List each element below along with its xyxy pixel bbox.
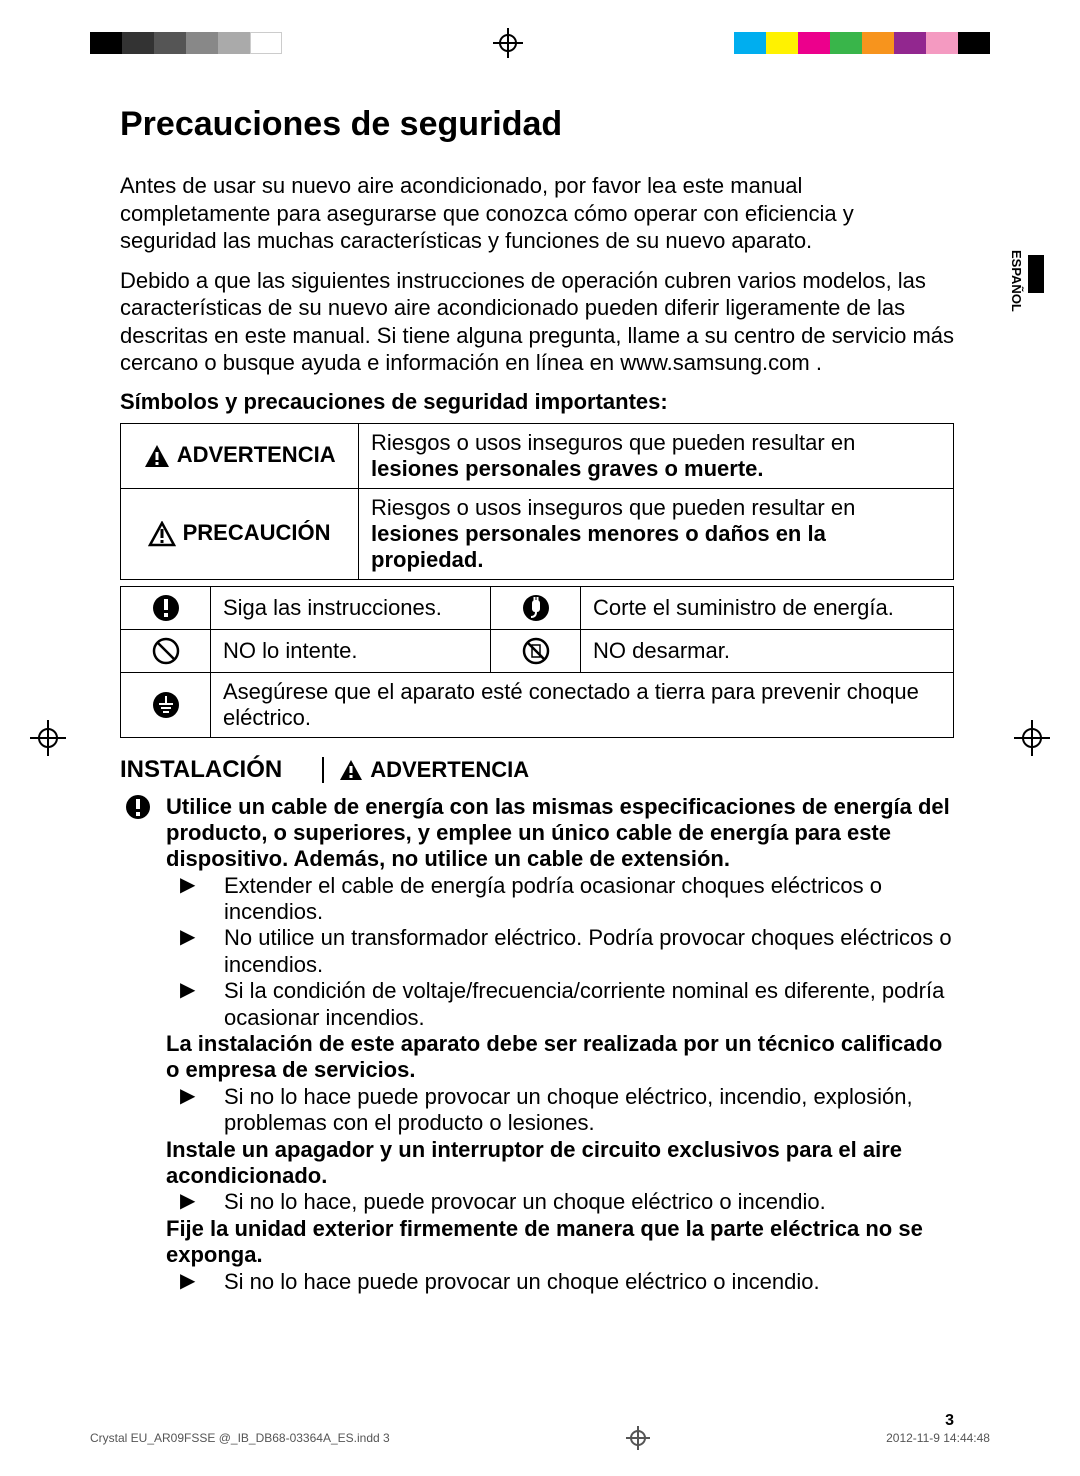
- swatches-left: [90, 32, 282, 54]
- print-registration-top: [0, 28, 1080, 58]
- advertencia-label-cell: ADVERTENCIA: [121, 423, 359, 488]
- warning-1-bullet-3: ▶Si la condición de voltaje/frecuencia/c…: [120, 978, 954, 1031]
- language-tab-marker: [1028, 255, 1044, 293]
- warning-2-bullet-1: ▶Si no lo hace puede provocar un choque …: [120, 1084, 954, 1137]
- warning-label-text: ADVERTENCIA: [370, 757, 529, 783]
- advertencia-label: ADVERTENCIA: [177, 442, 336, 467]
- follow-instructions-text: Siga las instrucciones.: [211, 586, 491, 629]
- prohibition-icon: [151, 636, 181, 666]
- precaucion-text-b: lesiones personales menores o daños en l…: [371, 521, 826, 572]
- swatches-right: [734, 32, 990, 54]
- ground-icon: [151, 690, 181, 720]
- grounding-text: Asegúrese que el aparato esté conectado …: [211, 672, 954, 737]
- warning-1-bullet-2: ▶No utilice un transformador eléctrico. …: [120, 925, 954, 978]
- warning-triangle-icon: [143, 443, 171, 469]
- symbols-subheading: Símbolos y precauciones de seguridad imp…: [120, 389, 954, 415]
- warning-1-bullet-1: ▶Extender el cable de energía podría oca…: [120, 873, 954, 926]
- caution-triangle-icon: [148, 521, 176, 547]
- no-disassemble-icon: [521, 636, 551, 666]
- installation-section-header: INSTALACIÓN ADVERTENCIA: [120, 756, 954, 784]
- installation-warning-label: ADVERTENCIA: [322, 757, 529, 783]
- do-not-disassemble-text: NO desarmar.: [581, 629, 954, 672]
- warning-4-heading: Fije la unidad exterior firmemente de ma…: [120, 1216, 954, 1269]
- intro-paragraph-1: Antes de usar su nuevo aire acondicionad…: [120, 172, 954, 255]
- precaucion-description: Riesgos o usos inseguros que pueden resu…: [359, 488, 954, 579]
- arrow-right-icon: ▶: [180, 1189, 200, 1215]
- print-footer: Crystal EU_AR09FSSE @_IB_DB68-03364A_ES.…: [90, 1426, 990, 1450]
- precaucion-label-cell: PRECAUCIÓN: [121, 488, 359, 579]
- installation-warnings: Utilice un cable de energía con las mism…: [120, 794, 954, 1295]
- warning-1-heading: Utilice un cable de energía con las mism…: [166, 794, 950, 872]
- arrow-right-icon: ▶: [180, 873, 200, 926]
- precaucion-text-a: Riesgos o usos inseguros que pueden resu…: [371, 495, 855, 520]
- symbol-legend-table: Siga las instrucciones. Corte el suminis…: [120, 586, 954, 738]
- do-not-attempt-text: NO lo intente.: [211, 629, 491, 672]
- arrow-right-icon: ▶: [180, 1269, 200, 1295]
- advertencia-description: Riesgos o usos inseguros que pueden resu…: [359, 423, 954, 488]
- arrow-right-icon: ▶: [180, 925, 200, 978]
- footer-timestamp: 2012-11-9 14:44:48: [886, 1431, 990, 1445]
- warning-item-1: Utilice un cable de energía con las mism…: [120, 794, 954, 873]
- page-title: Precauciones de seguridad: [120, 105, 954, 144]
- do-not-attempt-icon-cell: [121, 629, 211, 672]
- warning-4-bullet-1: ▶Si no lo hace puede provocar un choque …: [120, 1269, 954, 1295]
- registration-mark-top: [493, 28, 523, 58]
- follow-instructions-icon-cell: [121, 586, 211, 629]
- warning-2-heading: La instalación de este aparato debe ser …: [120, 1031, 954, 1084]
- arrow-right-icon: ▶: [180, 978, 200, 1031]
- warning-3-heading: Instale un apagador y un interruptor de …: [120, 1137, 954, 1190]
- advertencia-text-a: Riesgos o usos inseguros que pueden resu…: [371, 430, 855, 455]
- arrow-right-icon: ▶: [180, 1084, 200, 1137]
- exclamation-circle-icon: [120, 794, 156, 873]
- cut-power-text: Corte el suministro de energía.: [581, 586, 954, 629]
- warning-definition-table: ADVERTENCIA Riesgos o usos inseguros que…: [120, 423, 954, 580]
- advertencia-text-b: lesiones personales graves o muerte.: [371, 456, 764, 481]
- cut-power-icon-cell: [491, 586, 581, 629]
- precaucion-label: PRECAUCIÓN: [183, 520, 331, 545]
- installation-title: INSTALACIÓN: [120, 756, 282, 784]
- exclamation-circle-icon: [151, 593, 181, 623]
- language-tab: ESPAÑOL: [1009, 250, 1024, 312]
- footer-filename: Crystal EU_AR09FSSE @_IB_DB68-03364A_ES.…: [90, 1431, 390, 1445]
- grounding-icon-cell: [121, 672, 211, 737]
- warning-triangle-icon: [338, 758, 364, 782]
- intro-paragraph-2: Debido a que las siguientes instruccione…: [120, 267, 954, 377]
- warning-3-bullet-1: ▶Si no lo hace, puede provocar un choque…: [120, 1189, 954, 1215]
- page-content: ESPAÑOL Precauciones de seguridad Antes …: [120, 105, 954, 1295]
- unplug-icon: [521, 593, 551, 623]
- registration-mark-left: [30, 720, 66, 756]
- registration-mark-bottom: [626, 1426, 650, 1450]
- do-not-disassemble-icon-cell: [491, 629, 581, 672]
- registration-mark-right: [1014, 720, 1050, 756]
